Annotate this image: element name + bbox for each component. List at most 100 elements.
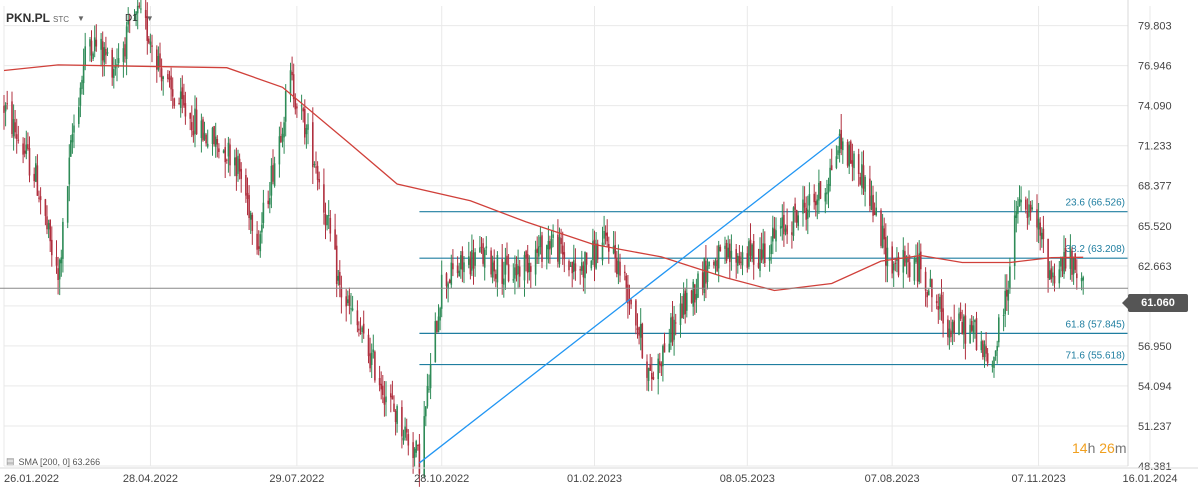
candle[interactable] bbox=[203, 121, 206, 141]
candle[interactable] bbox=[1020, 186, 1022, 212]
candle[interactable] bbox=[959, 302, 962, 322]
candle[interactable] bbox=[603, 215, 605, 246]
candle[interactable] bbox=[905, 255, 908, 275]
candle[interactable] bbox=[746, 246, 749, 273]
candle[interactable] bbox=[826, 179, 828, 205]
candle[interactable] bbox=[926, 289, 928, 308]
candle[interactable] bbox=[772, 215, 774, 255]
candle[interactable] bbox=[415, 439, 417, 458]
candle[interactable] bbox=[547, 225, 550, 264]
candle[interactable] bbox=[251, 212, 254, 245]
candle[interactable] bbox=[81, 75, 83, 95]
candle[interactable] bbox=[6, 90, 8, 110]
candle[interactable] bbox=[735, 244, 737, 279]
candle[interactable] bbox=[124, 37, 126, 63]
candle[interactable] bbox=[651, 357, 653, 391]
candle[interactable] bbox=[1018, 185, 1021, 207]
candle[interactable] bbox=[1031, 200, 1033, 211]
candle[interactable] bbox=[14, 110, 16, 139]
candle[interactable] bbox=[428, 374, 430, 393]
candle[interactable] bbox=[347, 290, 349, 306]
candle[interactable] bbox=[762, 228, 764, 264]
candle[interactable] bbox=[881, 213, 884, 249]
candle[interactable] bbox=[307, 113, 309, 145]
candle[interactable] bbox=[670, 313, 672, 350]
indicator-legend[interactable]: ▤ SMA [200, 0] 63.266 bbox=[6, 456, 100, 467]
candle[interactable] bbox=[192, 115, 195, 143]
candle[interactable] bbox=[60, 249, 63, 277]
candle[interactable] bbox=[15, 118, 18, 154]
candle[interactable] bbox=[429, 353, 432, 400]
candle[interactable] bbox=[638, 326, 640, 345]
candle[interactable] bbox=[390, 384, 392, 413]
candle[interactable] bbox=[507, 254, 510, 283]
candle[interactable] bbox=[850, 139, 852, 164]
candle[interactable] bbox=[202, 116, 204, 142]
candle[interactable] bbox=[571, 261, 573, 288]
candle[interactable] bbox=[885, 223, 887, 283]
candle[interactable] bbox=[434, 312, 437, 363]
candle[interactable] bbox=[114, 59, 117, 76]
candle[interactable] bbox=[784, 224, 787, 236]
candle[interactable] bbox=[550, 230, 553, 255]
candle[interactable] bbox=[824, 188, 827, 214]
candle[interactable] bbox=[657, 353, 659, 395]
candle[interactable] bbox=[764, 231, 766, 267]
candle[interactable] bbox=[405, 418, 408, 441]
candle[interactable] bbox=[270, 158, 273, 209]
candle[interactable] bbox=[1064, 238, 1067, 272]
candle[interactable] bbox=[345, 289, 347, 322]
candle[interactable] bbox=[779, 217, 782, 237]
candle[interactable] bbox=[802, 185, 804, 227]
candle[interactable] bbox=[947, 315, 949, 346]
candle[interactable] bbox=[335, 234, 338, 298]
candle[interactable] bbox=[362, 310, 365, 339]
candle[interactable] bbox=[969, 318, 971, 344]
candle[interactable] bbox=[536, 236, 538, 264]
candle[interactable] bbox=[73, 114, 75, 149]
candle[interactable] bbox=[401, 400, 403, 449]
candle[interactable] bbox=[447, 281, 449, 303]
candle[interactable] bbox=[1037, 203, 1040, 244]
candle[interactable] bbox=[673, 306, 675, 356]
candle[interactable] bbox=[530, 262, 532, 289]
candle[interactable] bbox=[808, 182, 811, 218]
candle[interactable] bbox=[17, 125, 20, 144]
candle[interactable] bbox=[391, 380, 394, 400]
candle[interactable] bbox=[361, 325, 363, 343]
candle[interactable] bbox=[662, 344, 664, 382]
candle[interactable] bbox=[479, 236, 481, 253]
candle[interactable] bbox=[1052, 266, 1054, 286]
candle[interactable] bbox=[991, 360, 994, 373]
candle[interactable] bbox=[213, 125, 215, 147]
candle[interactable] bbox=[1076, 259, 1078, 290]
candle[interactable] bbox=[630, 298, 632, 309]
candle[interactable] bbox=[862, 150, 865, 195]
candle[interactable] bbox=[1007, 280, 1010, 315]
indicator-settings-icon[interactable]: ▤ bbox=[6, 456, 15, 466]
candle[interactable] bbox=[35, 156, 37, 183]
candle[interactable] bbox=[703, 257, 706, 302]
candle[interactable] bbox=[708, 261, 710, 269]
candle[interactable] bbox=[318, 171, 320, 190]
candle[interactable] bbox=[423, 401, 425, 479]
candle[interactable] bbox=[558, 227, 561, 268]
candle[interactable] bbox=[783, 201, 785, 247]
candle[interactable] bbox=[471, 234, 473, 277]
candle[interactable] bbox=[184, 91, 187, 125]
candle[interactable] bbox=[367, 328, 370, 364]
symbol-name[interactable]: PKN.PL bbox=[6, 11, 51, 25]
candle[interactable] bbox=[358, 321, 360, 337]
candle[interactable] bbox=[541, 231, 543, 269]
candle[interactable] bbox=[716, 245, 718, 273]
candle[interactable] bbox=[238, 153, 241, 180]
candle[interactable] bbox=[33, 167, 35, 188]
candle[interactable] bbox=[39, 187, 42, 215]
candle[interactable] bbox=[173, 97, 176, 109]
candle[interactable] bbox=[859, 172, 862, 186]
candle[interactable] bbox=[592, 228, 594, 265]
candle[interactable] bbox=[62, 218, 64, 273]
candle[interactable] bbox=[870, 180, 873, 211]
candle[interactable] bbox=[770, 236, 772, 264]
